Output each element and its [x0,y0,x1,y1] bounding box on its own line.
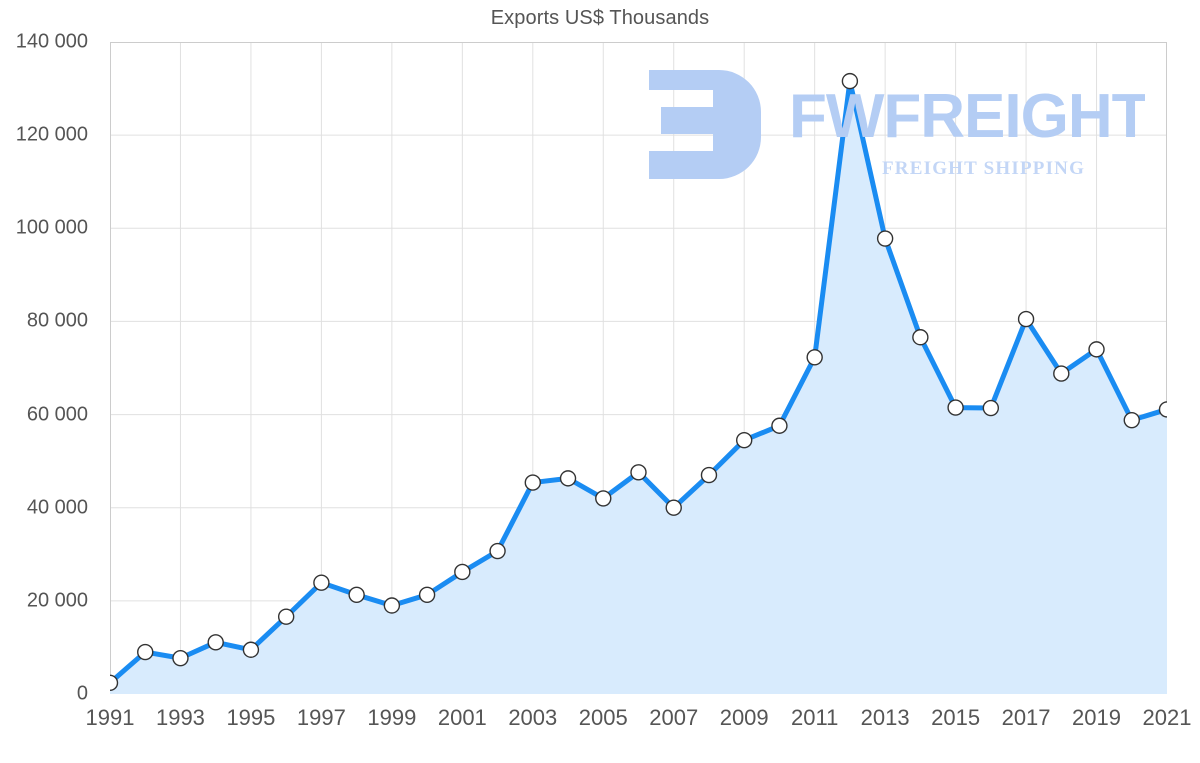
x-axis-tick-label: 2019 [1072,705,1122,730]
data-point[interactable] [771,417,788,434]
data-point[interactable] [207,634,224,651]
data-point[interactable] [700,466,718,484]
x-axis-tick-label: 2017 [1001,705,1051,730]
data-point[interactable] [1017,310,1035,328]
data-point[interactable] [277,608,295,625]
data-point[interactable] [982,399,1000,417]
x-axis-tick-label: 2003 [508,705,558,730]
data-point[interactable] [736,431,753,449]
data-point[interactable] [630,464,647,481]
x-axis-tick-label: 2011 [791,705,839,730]
data-point[interactable] [348,586,365,603]
data-point[interactable] [806,349,823,366]
x-axis-tick-label: 1997 [296,705,346,730]
x-axis-tick-label: 2009 [719,705,769,730]
chart-title: Exports US$ Thousands [490,7,710,29]
data-point[interactable] [313,574,330,591]
data-point[interactable] [947,399,964,416]
data-point[interactable] [172,649,189,667]
y-axis-tick-label: 20 000 [26,589,88,612]
x-axis-tick-label: 2005 [578,705,628,730]
chart-svg [110,42,1167,694]
data-point[interactable] [137,643,154,661]
y-axis-tick-label: 60 000 [26,403,88,426]
data-point[interactable] [383,597,401,614]
x-axis-tick-label: 2015 [931,705,981,730]
data-point[interactable] [876,230,894,247]
x-axis-tick-label: 1995 [226,705,276,730]
x-axis-tick-label: 1991 [85,705,135,730]
data-point[interactable] [1088,341,1105,358]
data-point[interactable] [1123,411,1140,429]
data-point[interactable] [665,499,682,516]
data-point[interactable] [489,542,506,560]
data-point[interactable] [595,490,612,507]
data-point[interactable] [1158,401,1168,418]
y-axis-tick-label: 120 000 [15,123,88,146]
data-point[interactable] [841,72,859,90]
y-axis-tick-label: 100 000 [15,216,88,239]
y-axis-tick-label: 140 000 [15,30,88,53]
x-axis-tick-label: 2021 [1142,705,1192,730]
y-axis-tick-label: 0 [76,682,88,705]
y-axis-tick-label: 80 000 [26,309,88,332]
data-point[interactable] [559,470,577,487]
data-point[interactable] [418,586,436,603]
data-point[interactable] [912,329,929,346]
x-axis-tick-label: 1993 [155,705,205,730]
data-point[interactable] [1053,365,1070,382]
data-point[interactable] [454,563,471,581]
data-point[interactable] [524,474,541,491]
data-point[interactable] [110,674,119,692]
x-axis-tick-label: 2013 [860,705,910,730]
x-axis-tick-label: 2007 [649,705,699,730]
y-axis-tick-label: 40 000 [26,496,88,519]
data-point[interactable] [242,641,260,658]
data-point-markers [110,72,1168,692]
x-axis-tick-label: 1999 [367,705,417,730]
x-axis-tick-label: 2001 [437,705,487,730]
area-fill [110,81,1167,694]
plot-area [110,42,1167,694]
